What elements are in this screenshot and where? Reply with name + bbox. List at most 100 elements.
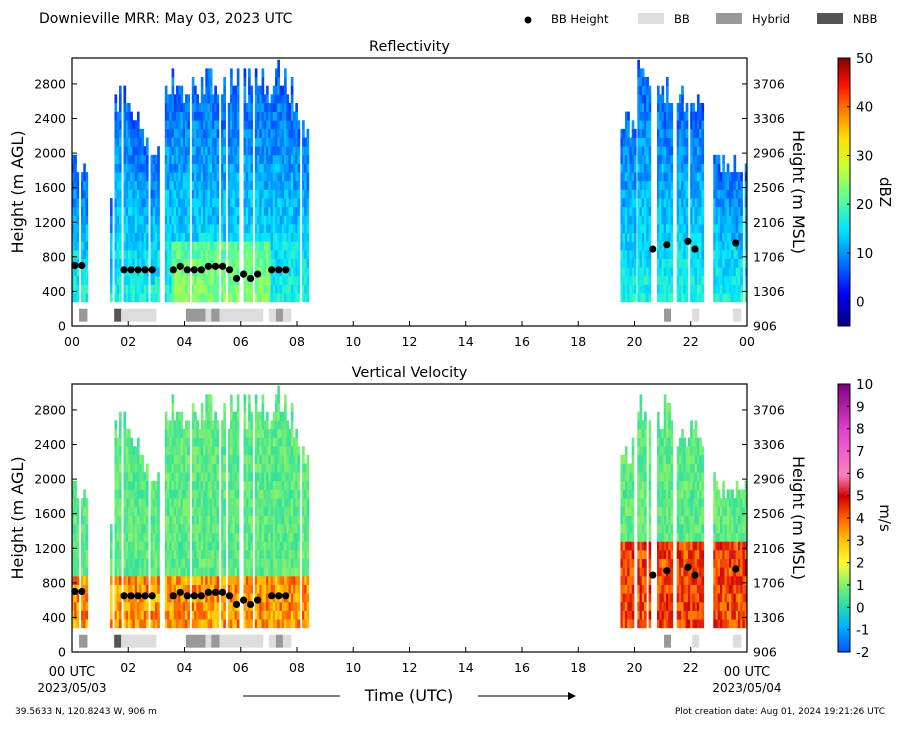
echo-cell xyxy=(307,481,310,490)
echo-cell xyxy=(187,129,190,138)
echo-cell xyxy=(632,619,635,628)
echo-cell xyxy=(649,267,652,276)
echo-cell xyxy=(307,533,310,542)
echo-cell xyxy=(157,611,160,620)
echo-cell xyxy=(298,120,301,129)
echo-cell xyxy=(697,94,700,103)
y-tick-label-left: 0 xyxy=(58,319,66,334)
bb-class-bar-bb xyxy=(220,309,264,322)
echo-cell xyxy=(692,103,695,112)
echo-cell xyxy=(701,155,704,164)
echo-cell xyxy=(146,146,149,155)
echo-cell xyxy=(77,241,80,250)
bb-height-point xyxy=(212,263,219,270)
echo-cell xyxy=(701,112,704,121)
echo-cell xyxy=(119,455,122,464)
echo-cell xyxy=(307,507,310,516)
echo-cell xyxy=(681,94,684,103)
echo-cell xyxy=(250,455,253,464)
echo-cell xyxy=(686,198,689,207)
echo-cell xyxy=(187,103,190,112)
echo-cell xyxy=(187,438,190,447)
echo-cell xyxy=(157,619,160,628)
echo-cell xyxy=(649,189,652,198)
echo-cell xyxy=(237,86,240,95)
echo-cell xyxy=(307,602,310,611)
echo-cell xyxy=(701,233,704,242)
echo-cell xyxy=(86,515,89,524)
echo-cell xyxy=(123,420,126,429)
bb-height-point xyxy=(268,266,275,273)
echo-cell xyxy=(187,533,190,542)
echo-cell xyxy=(146,172,149,181)
echo-cell xyxy=(298,181,301,190)
echo-cell xyxy=(146,611,149,620)
echo-cell xyxy=(298,515,301,524)
echo-cell xyxy=(194,412,197,421)
echo-cell xyxy=(217,172,220,181)
echo-cell xyxy=(686,276,689,285)
echo-cell xyxy=(223,619,226,628)
echo-cell xyxy=(671,293,674,302)
echo-cell xyxy=(187,559,190,568)
echo-cell xyxy=(632,541,635,550)
y-tick-label-right: 1706 xyxy=(753,249,785,264)
echo-cell xyxy=(307,267,310,276)
echo-cell xyxy=(237,129,240,138)
echo-cell xyxy=(119,224,122,233)
echo-cell xyxy=(86,559,89,568)
echo-cell xyxy=(298,550,301,559)
colorbar-tick-label: 10 xyxy=(856,246,873,262)
echo-cell xyxy=(187,172,190,181)
echo-cell xyxy=(671,250,674,259)
echo-cell xyxy=(196,94,199,103)
bb-class-bar-hybrid xyxy=(186,309,206,322)
echo-cell xyxy=(671,233,674,242)
echo-cell xyxy=(634,241,637,250)
echo-cell xyxy=(634,172,637,181)
echo-cell xyxy=(237,524,240,533)
y-tick-label-right: 3306 xyxy=(753,111,785,126)
echo-cell xyxy=(119,86,122,95)
echo-cell xyxy=(223,94,226,103)
echo-cell xyxy=(217,541,220,550)
echo-cell xyxy=(237,403,240,412)
echo-cell xyxy=(671,163,674,172)
echo-cell xyxy=(110,233,113,242)
echo-cell xyxy=(217,224,220,233)
echo-cell xyxy=(237,429,240,438)
echo-cell xyxy=(86,524,89,533)
echo-cell xyxy=(307,524,310,533)
bb-height-point xyxy=(205,263,212,270)
echo-cell xyxy=(223,541,226,550)
echo-cell xyxy=(187,233,190,242)
echo-cell xyxy=(250,207,253,216)
echo-cell xyxy=(637,60,640,69)
legend-swatch-hybrid xyxy=(716,13,742,24)
echo-cell xyxy=(201,77,204,86)
echo-cell xyxy=(649,146,652,155)
echo-cell xyxy=(223,507,226,516)
echo-cell xyxy=(286,94,289,103)
bb-height-point xyxy=(177,263,184,270)
echo-cell xyxy=(250,224,253,233)
echo-cell xyxy=(671,155,674,164)
echo-cell xyxy=(686,285,689,294)
echo-cell xyxy=(86,233,89,242)
echo-cell xyxy=(217,181,220,190)
echo-cell xyxy=(119,120,122,129)
echo-cell xyxy=(298,576,301,585)
echo-cell xyxy=(157,481,160,490)
echo-cell xyxy=(686,146,689,155)
echo-cell xyxy=(110,593,113,602)
echo-cell xyxy=(298,129,301,138)
echo-cell xyxy=(295,103,298,112)
echo-cell xyxy=(662,86,665,95)
echo-cell xyxy=(277,403,280,412)
echo-cell xyxy=(223,567,226,576)
echo-cell xyxy=(217,103,220,112)
echo-cell xyxy=(223,241,226,250)
x-tick-label: 08 xyxy=(289,334,305,349)
x-tick-label: 16 xyxy=(514,334,530,349)
echo-cell xyxy=(625,446,628,455)
